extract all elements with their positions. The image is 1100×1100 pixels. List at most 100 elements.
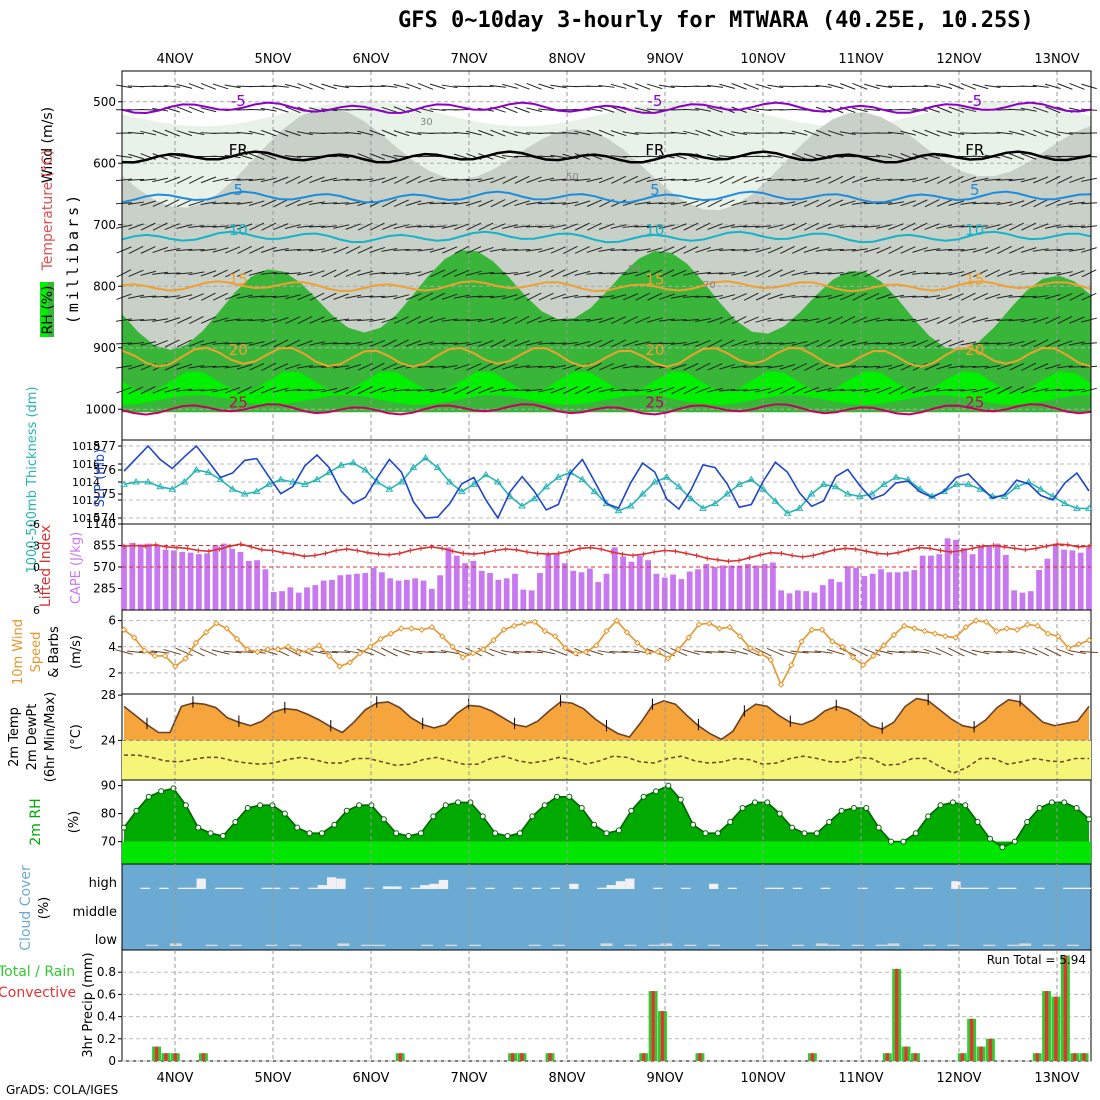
wind-speed-marker (777, 681, 785, 688)
wind-barb (1032, 84, 1049, 88)
slp-tick-label: 1016 (72, 458, 100, 471)
low-cloud-bar (205, 944, 218, 946)
high-cloud-bar (951, 881, 961, 889)
precip-convective-bar (173, 1053, 177, 1061)
high-cloud-bar (196, 878, 206, 889)
rh-marker (727, 819, 734, 825)
wind-barb (273, 363, 289, 371)
wind-barb (369, 318, 386, 322)
wind-barb (610, 155, 627, 158)
date-label-top: 5NOV (255, 52, 292, 67)
precip-convective-bar (520, 1053, 524, 1061)
wind-barb (369, 386, 385, 394)
high-cloud-bar (215, 887, 225, 889)
wind-barb (321, 317, 337, 323)
date-label-top: 8NOV (549, 52, 586, 67)
cape-bar (878, 569, 884, 610)
ylabel-wind-10m: 10m Wind (11, 619, 26, 685)
precip-convective-bar (660, 1011, 665, 1061)
wind-barb (562, 386, 578, 395)
wind-barb (851, 107, 868, 113)
tick-label: 2 (108, 666, 116, 680)
wind-barb (538, 365, 555, 368)
li-tick-label: 3 (33, 583, 40, 596)
wind-barb (1056, 225, 1073, 228)
precip-convective-bar (651, 991, 655, 1061)
rh-marker (529, 813, 536, 820)
wind-speed-marker (952, 634, 959, 641)
wind-barb (297, 83, 313, 90)
high-cloud-bar (923, 887, 933, 889)
thickness-line-marker (867, 490, 876, 497)
rh-marker (739, 805, 746, 811)
rh-marker (640, 793, 647, 800)
wind-speed-marker (254, 648, 261, 656)
wind-barb (574, 270, 591, 276)
wind-barb (1081, 292, 1097, 301)
wind-speed-marker (315, 642, 323, 649)
wind-barb (200, 388, 217, 392)
cape-bar (603, 573, 610, 610)
wind-speed-marker (562, 644, 569, 652)
wind-barb (887, 131, 905, 135)
wind-barb (827, 294, 844, 300)
wind-barb (140, 200, 156, 206)
ylabel-slp: SLP (mb) (93, 449, 108, 508)
wind-barb (924, 387, 941, 393)
wind-barb (622, 365, 639, 369)
wind-barb (115, 342, 133, 345)
thickness-line-marker (807, 490, 816, 497)
wind-barb (875, 154, 892, 159)
wind-barb (1068, 225, 1085, 228)
wind-barb (707, 84, 724, 88)
surface-wind-barb (175, 647, 193, 657)
li-marker (291, 551, 297, 557)
ylabel-precip: 3hr Precip (mm) (81, 952, 96, 1057)
wind-barb (719, 364, 735, 370)
rh-marker (1086, 816, 1092, 823)
wind-barb (466, 222, 482, 231)
wind-barb (429, 387, 446, 393)
surface-wind-barb (1079, 650, 1099, 654)
high-cloud-bar (597, 887, 607, 889)
wind-barb (514, 271, 531, 276)
wind-speed-marker (736, 633, 744, 640)
wind-barb (116, 318, 132, 322)
wind-barb (610, 130, 627, 137)
cape-bar (1044, 558, 1051, 610)
wind-barb (478, 246, 494, 253)
wind-barb (671, 223, 687, 230)
li-marker (322, 550, 328, 556)
rh-marker (974, 819, 981, 825)
wind-barb (1033, 106, 1049, 113)
wind-barb (309, 82, 325, 90)
wind-barb (924, 363, 940, 371)
cape-bar (578, 572, 585, 610)
cape-bar (911, 570, 918, 610)
wind-barb (538, 292, 554, 301)
wind-barb (381, 363, 397, 371)
wind-barb (851, 201, 868, 205)
cape-bar (803, 591, 810, 610)
high-cloud-bar (392, 886, 402, 889)
wind-barb (236, 319, 253, 322)
wind-barb (1044, 224, 1061, 229)
wind-barb (429, 247, 446, 253)
wind-barb (369, 222, 385, 231)
high-cloud-bar (187, 887, 197, 889)
wind-barb (381, 129, 397, 137)
precip-convective-bar (895, 968, 899, 1061)
wind-barb (128, 223, 144, 230)
wind-barb (514, 106, 530, 113)
wind-barb (152, 295, 169, 298)
wind-barb (260, 177, 277, 183)
wind-barb (574, 178, 591, 182)
date-label-bottom: 12NOV (936, 1071, 981, 1086)
surface-wind-barb (199, 648, 217, 656)
tick-label: 90 (101, 779, 116, 793)
wind-barb (128, 364, 144, 370)
wind-barb (466, 200, 482, 207)
wind-barb (1021, 362, 1037, 371)
wind-barb (128, 342, 145, 345)
slp-tick-label: 1018 (72, 440, 100, 453)
